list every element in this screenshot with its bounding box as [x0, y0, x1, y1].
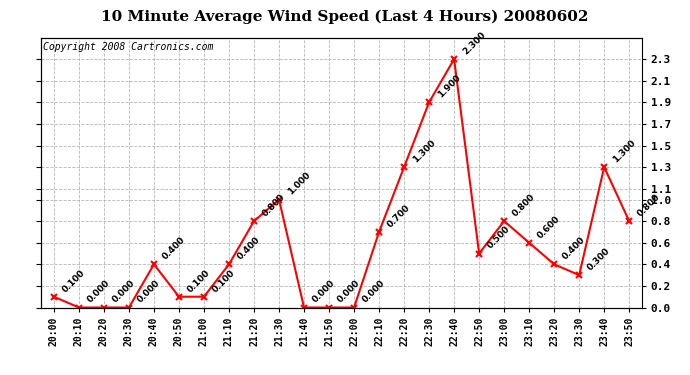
Text: 1.000: 1.000: [286, 171, 312, 197]
Text: 0.400: 0.400: [161, 235, 187, 261]
Text: 0.800: 0.800: [511, 192, 538, 218]
Text: 0.000: 0.000: [311, 279, 337, 305]
Text: 0.100: 0.100: [211, 268, 237, 294]
Text: 0.000: 0.000: [336, 279, 362, 305]
Text: 0.100: 0.100: [186, 268, 212, 294]
Text: 1.300: 1.300: [411, 138, 437, 164]
Text: 0.800: 0.800: [636, 192, 662, 218]
Text: 0.000: 0.000: [136, 279, 162, 305]
Text: 0.300: 0.300: [586, 246, 612, 272]
Text: 0.000: 0.000: [86, 279, 112, 305]
Text: 0.400: 0.400: [236, 235, 262, 261]
Text: 0.400: 0.400: [561, 235, 587, 261]
Text: 0.800: 0.800: [261, 192, 287, 218]
Text: 0.100: 0.100: [61, 268, 87, 294]
Text: 1.300: 1.300: [611, 138, 638, 164]
Text: 0.600: 0.600: [536, 214, 562, 240]
Text: 2.300: 2.300: [461, 30, 487, 56]
Text: 0.500: 0.500: [486, 225, 512, 251]
Text: 10 Minute Average Wind Speed (Last 4 Hours) 20080602: 10 Minute Average Wind Speed (Last 4 Hou…: [101, 9, 589, 24]
Text: 1.900: 1.900: [436, 73, 462, 99]
Text: Copyright 2008 Cartronics.com: Copyright 2008 Cartronics.com: [43, 42, 213, 51]
Text: 0.000: 0.000: [111, 279, 137, 305]
Text: 0.000: 0.000: [361, 279, 387, 305]
Text: 0.700: 0.700: [386, 203, 412, 229]
